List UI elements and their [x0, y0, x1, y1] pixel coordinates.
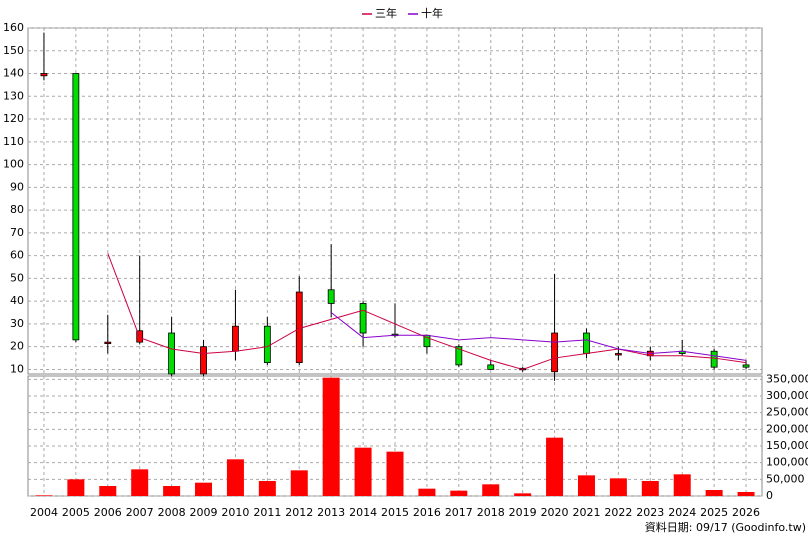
candle-body: [455, 346, 463, 366]
x-tick-label: 2004: [30, 506, 58, 519]
x-tick-label: 2021: [572, 506, 600, 519]
candle-body: [232, 325, 239, 352]
y2-tick-label: 300,000: [766, 389, 808, 402]
legend-label: 三年: [375, 6, 397, 20]
x-tick-label: 2015: [381, 506, 409, 519]
candle-body: [583, 332, 590, 354]
volume-bar: [705, 490, 723, 496]
y2-tick-label: 0: [766, 489, 773, 502]
x-tick-label: 2026: [732, 506, 760, 519]
volume-bar: [514, 493, 532, 496]
legend-label: 十年: [421, 6, 443, 20]
volume-bar: [290, 470, 308, 496]
x-tick-label: 2014: [349, 506, 377, 519]
candle-body: [487, 364, 495, 370]
x-tick-label: 2008: [158, 506, 186, 519]
candle-body: [40, 73, 48, 77]
y-tick-label: 20: [10, 340, 24, 353]
volume-bar: [737, 492, 755, 496]
y-tick-label: 120: [3, 112, 24, 125]
candle-body: [295, 291, 303, 364]
candle-body: [104, 341, 112, 345]
y2-tick-label: 150,000: [766, 439, 808, 452]
x-tick-label: 2018: [477, 506, 505, 519]
y-tick-label: 150: [3, 44, 24, 57]
x-tick-label: 2011: [253, 506, 281, 519]
volume-bar: [258, 481, 276, 496]
x-tick-label: 2020: [541, 506, 569, 519]
x-tick-label: 2022: [604, 506, 632, 519]
volume-bar: [354, 447, 372, 496]
candle-body: [72, 73, 80, 341]
y2-tick-label: 50,000: [766, 472, 805, 485]
y-tick-label: 70: [10, 226, 24, 239]
volume-bar: [673, 474, 691, 496]
x-tick-label: 2006: [94, 506, 122, 519]
volume-bar: [322, 377, 340, 496]
volume-bar: [386, 451, 404, 496]
x-tick-label: 2016: [413, 506, 441, 519]
data-date-note: 資料日期: 09/17 (Goodinfo.tw): [645, 520, 806, 534]
x-tick-label: 2023: [636, 506, 664, 519]
volume-bar: [131, 469, 149, 496]
candle-body: [710, 350, 718, 368]
series-line: [330, 312, 747, 361]
x-tick-label: 2017: [445, 506, 473, 519]
y-tick-label: 50: [10, 271, 24, 284]
x-tick-label: 2025: [700, 506, 728, 519]
candle-body: [168, 332, 176, 375]
volume-bar: [99, 486, 117, 496]
volume-bar: [67, 479, 85, 496]
candle-body: [327, 289, 335, 304]
series-line: [107, 253, 747, 370]
y2-tick-label: 100,000: [766, 456, 808, 469]
y-tick-label: 10: [10, 362, 24, 375]
volume-bar: [35, 495, 53, 496]
y-tick-label: 30: [10, 317, 24, 330]
volume-bar: [163, 486, 181, 496]
volume-bar: [546, 437, 564, 496]
y2-tick-label: 250,000: [766, 406, 808, 419]
y-tick-label: 90: [10, 180, 24, 193]
y2-tick-label: 350,000: [766, 372, 808, 385]
volume-bar: [482, 484, 500, 496]
candle-body: [263, 325, 271, 364]
volume-bar: [226, 459, 244, 496]
x-tick-label: 2007: [126, 506, 154, 519]
x-tick-label: 2009: [190, 506, 218, 519]
x-tick-label: 2010: [221, 506, 249, 519]
x-tick-label: 2005: [62, 506, 90, 519]
y-tick-label: 130: [3, 89, 24, 102]
y-tick-label: 160: [3, 21, 24, 34]
candle-body: [359, 303, 367, 334]
candle-body: [742, 364, 750, 368]
volume-bar: [450, 490, 468, 496]
x-tick-label: 2019: [509, 506, 537, 519]
y-tick-label: 80: [10, 203, 24, 216]
y-tick-label: 100: [3, 158, 24, 171]
candle-body: [551, 332, 558, 373]
y-tick-label: 140: [3, 67, 24, 80]
volume-bar: [641, 481, 659, 496]
x-tick-label: 2024: [668, 506, 696, 519]
volume-bar: [195, 482, 213, 496]
volume-bar: [609, 478, 627, 496]
x-tick-label: 2013: [317, 506, 345, 519]
candle-body: [200, 346, 207, 375]
y-tick-label: 110: [3, 135, 24, 148]
volume-bar: [418, 488, 436, 496]
volume-bar: [577, 475, 595, 496]
y-tick-label: 40: [10, 294, 24, 307]
candle-body: [614, 353, 622, 356]
y-tick-label: 60: [10, 249, 24, 262]
x-tick-label: 2012: [285, 506, 313, 519]
y2-tick-label: 200,000: [766, 422, 808, 435]
